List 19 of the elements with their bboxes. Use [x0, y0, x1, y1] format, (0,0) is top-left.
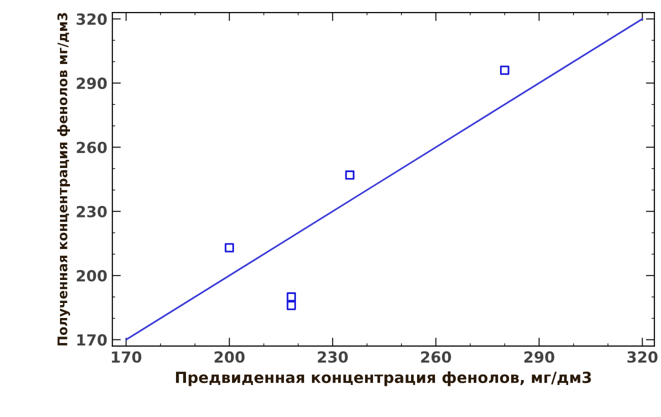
point	[224, 243, 234, 252]
point	[500, 66, 510, 75]
y-tick-label: 320	[76, 13, 107, 25]
x-tick-label: 170	[112, 351, 142, 363]
x-tick-label: 230	[318, 351, 348, 363]
y-tick-label: 230	[76, 206, 107, 218]
x-tick-label: 290	[524, 351, 554, 363]
x-tick-label: 260	[421, 351, 452, 363]
x-axis-title: Предвиденная концентрация фенолов, мг/дм3	[176, 371, 591, 386]
y-tick-label: 200	[76, 270, 107, 282]
y-axis-title: Полученная концентрация фенолов мг/дм3	[57, 13, 70, 346]
y-tick-label: 290	[76, 78, 107, 90]
y-tick-label: 260	[76, 142, 107, 154]
y-tick-label: 170	[77, 334, 107, 346]
x-tick-label: 200	[214, 351, 245, 363]
point	[286, 300, 296, 310]
point	[345, 170, 354, 180]
x-tick-label: 320	[627, 351, 658, 363]
point	[286, 292, 296, 302]
